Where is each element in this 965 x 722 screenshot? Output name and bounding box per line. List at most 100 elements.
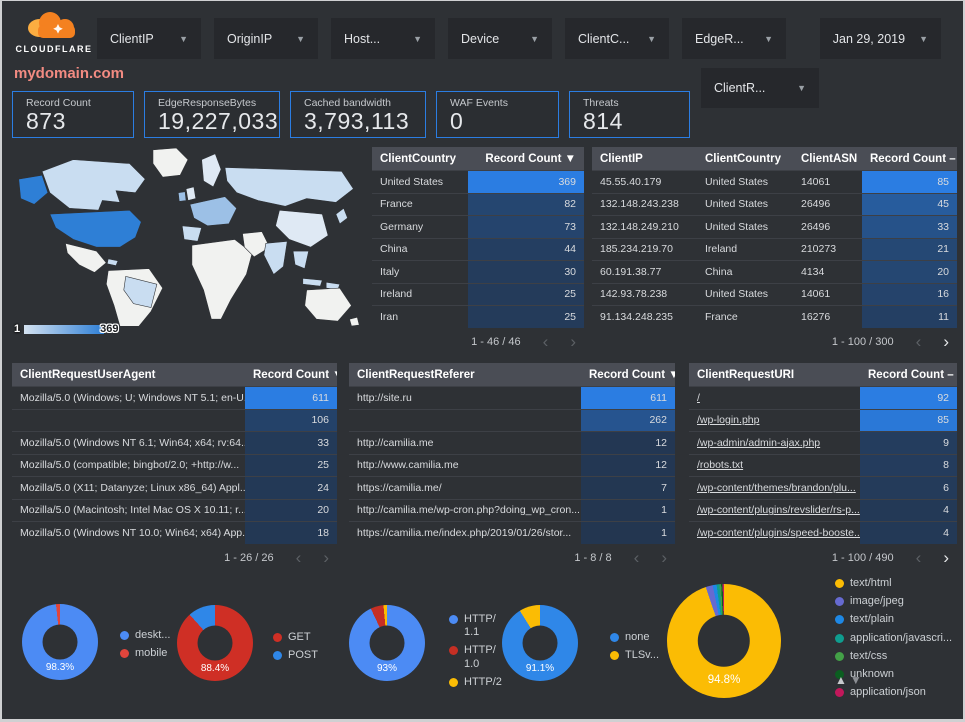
cloudflare-wordmark: CLOUDFLARE xyxy=(15,44,93,54)
legend-dot-icon xyxy=(273,651,282,661)
table-link-cell[interactable]: /wp-content/themes/brandon/plu... xyxy=(697,481,856,494)
table-cell: 25 xyxy=(468,306,584,328)
legend-dot-icon xyxy=(835,633,844,643)
column-header: ClientASN xyxy=(801,152,858,165)
legend-sort-control[interactable]: ▲▼ xyxy=(835,673,865,687)
table-cell: 85 xyxy=(862,171,957,193)
table-link-cell[interactable]: /robots.txt xyxy=(697,459,744,472)
scale-max-label: 369 xyxy=(100,323,119,335)
table-cell: 12 xyxy=(581,454,675,476)
legend-dot-icon xyxy=(835,615,844,625)
pagination: 1 - 100 / 300 ‹ › xyxy=(592,330,957,354)
chevron-down-icon: ▼ xyxy=(764,33,773,44)
column-header[interactable]: Record Count – xyxy=(870,152,956,165)
table-cell: 73 xyxy=(468,216,584,238)
column-header: ClientCountry xyxy=(705,152,782,165)
scorecard: EdgeResponseBytes 19,227,033 xyxy=(144,91,280,138)
donut-percent-label: 98.3% xyxy=(45,662,75,673)
table-link-cell[interactable]: /wp-content/plugins/revslider/rs-p... xyxy=(697,504,860,517)
legend-label: image/jpeg xyxy=(850,595,904,608)
table-cell: United States xyxy=(705,175,769,188)
legend-dot-icon xyxy=(449,646,458,656)
filter-chip-clientcountry[interactable]: ClientC... ▼ xyxy=(565,18,669,59)
legend-item: HTTP/ 1.1 xyxy=(449,613,511,639)
filter-chip-edgeresponse[interactable]: EdgeR... ▼ xyxy=(682,18,786,59)
table-cell: 30 xyxy=(468,261,584,283)
legend-label: application/json xyxy=(850,686,926,699)
prev-page-icon[interactable]: ‹ xyxy=(542,332,549,351)
chevron-down-icon: ▼ xyxy=(647,33,656,44)
table-cell: 210273 xyxy=(801,243,837,256)
table-link-cell[interactable]: /wp-admin/admin-ajax.php xyxy=(697,436,821,449)
next-page-icon[interactable]: › xyxy=(943,332,949,351)
table-cell: China xyxy=(705,265,733,278)
next-page-icon[interactable]: › xyxy=(323,548,329,567)
country-china xyxy=(275,209,329,248)
country-australia xyxy=(304,287,352,322)
legend-item: none xyxy=(610,631,659,644)
filter-chip-clientrequest[interactable]: ClientR... ▼ xyxy=(701,68,819,108)
table-link-cell[interactable]: / xyxy=(697,391,700,404)
next-page-icon[interactable]: › xyxy=(943,548,949,567)
table-link-cell[interactable]: /wp-login.php xyxy=(697,414,760,427)
sort-down-icon[interactable]: ▼ xyxy=(849,673,865,687)
prev-page-icon[interactable]: ‹ xyxy=(295,548,302,567)
column-header: ClientCountry xyxy=(380,152,457,165)
legend-label: unknown xyxy=(850,667,895,680)
column-header[interactable]: Record Count ▼ xyxy=(589,368,675,381)
table-cell: https://camilia.me/ xyxy=(357,481,442,494)
column-header[interactable]: Record Count – xyxy=(868,368,954,381)
country-greenland xyxy=(152,147,189,178)
table-cell: United States xyxy=(705,198,769,211)
scorecard-row: Record Count 873 EdgeResponseBytes 19,227,0… xyxy=(12,91,690,138)
pagination: 1 - 46 / 46 ‹ › xyxy=(372,330,584,354)
donut-percent-label: 88.4% xyxy=(200,663,230,674)
filter-chip-host[interactable]: Host... ▼ xyxy=(331,18,435,59)
table-row: https://camilia.me/index.php/2019/01/26/… xyxy=(349,521,675,544)
legend-label: deskt... xyxy=(135,629,171,641)
filter-label: ClientR... xyxy=(714,81,766,95)
region-scandinavia xyxy=(201,153,222,188)
table-cell: 14061 xyxy=(801,288,831,301)
legend-dot-icon xyxy=(449,615,458,624)
next-page-icon[interactable]: › xyxy=(661,548,667,567)
table-cell: 8 xyxy=(860,454,957,476)
column-header[interactable]: Record Count ▼ xyxy=(485,152,576,165)
table-row: Germany 73 xyxy=(372,215,584,238)
table-link-cell[interactable]: /wp-content/plugins/speed-booste... xyxy=(697,526,860,539)
table-row: China 44 xyxy=(372,237,584,260)
table-cell: Iran xyxy=(380,310,399,323)
table-row: / 92 xyxy=(689,386,957,409)
scorecard: WAF Events 0 xyxy=(436,91,559,138)
prev-page-icon[interactable]: ‹ xyxy=(633,548,640,567)
pagination-range: 1 - 46 / 46 xyxy=(471,335,521,348)
legend-dot-icon xyxy=(273,633,282,642)
prev-page-icon[interactable]: ‹ xyxy=(915,548,922,567)
sort-up-icon[interactable]: ▲ xyxy=(835,673,850,687)
table-cell: 26496 xyxy=(801,198,831,211)
table-cell: 4 xyxy=(860,522,957,544)
filter-chip-originip[interactable]: OriginIP ▼ xyxy=(214,18,318,59)
filter-chip-clientip[interactable]: ClientIP ▼ xyxy=(97,18,201,59)
legend-label: HTTP/2 xyxy=(464,675,502,688)
legend-request-method: GET POST xyxy=(273,631,318,667)
column-header[interactable]: Record Count ▼ xyxy=(253,368,337,381)
table-row: https://camilia.me/7 xyxy=(349,476,675,499)
date-range-filter[interactable]: Jan 29, 2019 ▼ xyxy=(819,18,941,59)
filter-label: Host... xyxy=(344,31,381,46)
prev-page-icon[interactable]: ‹ xyxy=(915,332,922,351)
filter-chip-device[interactable]: Device ▼ xyxy=(448,18,552,59)
table-row: http://site.ru 611 xyxy=(349,386,675,409)
country-mexico xyxy=(65,242,107,273)
pagination-range: 1 - 8 / 8 xyxy=(574,551,612,564)
table-cell: 24 xyxy=(245,477,337,499)
legend-content-type: text/html image/jpeg text/plain application… xyxy=(835,577,952,704)
next-page-icon[interactable]: › xyxy=(570,332,576,351)
table-cell: United States xyxy=(705,288,769,301)
scorecard-value: 873 xyxy=(26,108,66,134)
table-cell: France xyxy=(705,310,738,323)
table-cell: 4 xyxy=(860,499,957,521)
table-cell: 91.134.248.235 xyxy=(600,310,673,323)
legend-dot-icon xyxy=(449,677,458,687)
